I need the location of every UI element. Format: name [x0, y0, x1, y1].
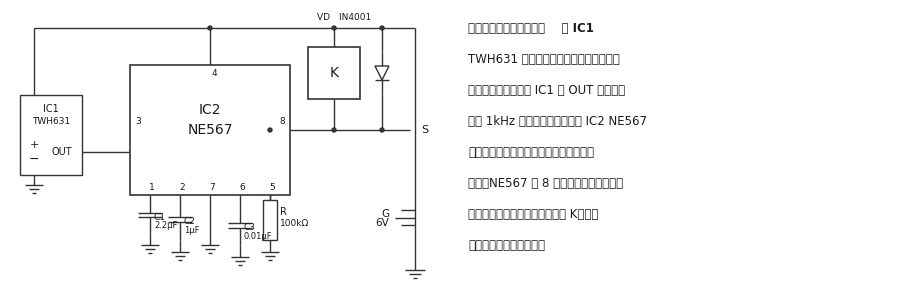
Text: 单稳态遥控开关接收电路    当 IC1: 单稳态遥控开关接收电路 当 IC1 [468, 22, 594, 35]
Circle shape [332, 26, 336, 30]
Text: C2: C2 [184, 217, 196, 226]
Text: 1: 1 [150, 182, 155, 192]
Text: 3: 3 [135, 118, 141, 127]
Circle shape [332, 128, 336, 132]
Text: 5: 5 [269, 182, 275, 192]
Text: G: G [381, 209, 389, 219]
Text: 2: 2 [179, 182, 185, 192]
Text: NE567: NE567 [187, 123, 232, 137]
Text: IC1: IC1 [43, 104, 59, 114]
Text: C3: C3 [244, 223, 256, 232]
Text: 原的 1kHz 音频信号，再进入由 IC2 NE567: 原的 1kHz 音频信号，再进入由 IC2 NE567 [468, 115, 647, 128]
Text: 1μF: 1μF [184, 226, 199, 235]
Bar [20, 95, 82, 175]
Text: 7: 7 [209, 182, 214, 192]
Text: 低电平，此时有电流通过继电器 K，利用: 低电平，此时有电流通过继电器 K，利用 [468, 208, 598, 221]
Text: 4: 4 [211, 69, 217, 78]
Text: 2.2μF: 2.2μF [154, 221, 177, 230]
Circle shape [268, 128, 272, 132]
Text: 100kΩ: 100kΩ [280, 219, 309, 228]
Bar [308, 47, 360, 99]
Text: OUT: OUT [51, 147, 72, 157]
Text: 时，便进行解调，从 IC1 的 OUT 端输出还: 时，便进行解调，从 IC1 的 OUT 端输出还 [468, 84, 625, 97]
Text: 同时，NE567 的 8 脚由原来的高电平变为: 同时，NE567 的 8 脚由原来的高电平变为 [468, 177, 623, 190]
Text: +: + [30, 140, 39, 150]
Text: −: − [29, 152, 40, 165]
Text: R: R [280, 207, 287, 217]
Text: TWH631 接收到由发射器发来的同频信号: TWH631 接收到由发射器发来的同频信号 [468, 53, 620, 66]
Text: 8: 8 [279, 118, 285, 127]
Text: TWH631: TWH631 [32, 116, 70, 126]
Text: IC2: IC2 [199, 103, 222, 117]
Circle shape [208, 26, 212, 30]
Text: VD IN4001: VD IN4001 [317, 13, 371, 23]
Text: K: K [330, 66, 339, 80]
Circle shape [380, 26, 384, 30]
Text: 其触点去控制负载工作。: 其触点去控制负载工作。 [468, 239, 545, 252]
Text: 6: 6 [239, 182, 245, 192]
Text: 0.01μF: 0.01μF [244, 232, 273, 241]
Bar [263, 200, 277, 240]
Text: S: S [421, 125, 428, 135]
Text: 6V: 6V [375, 218, 389, 228]
Circle shape [380, 128, 384, 132]
Text: C1: C1 [154, 213, 166, 222]
Text: 所构成的单音译码电路。当两者的频率相: 所构成的单音译码电路。当两者的频率相 [468, 146, 594, 159]
Bar [130, 65, 290, 195]
